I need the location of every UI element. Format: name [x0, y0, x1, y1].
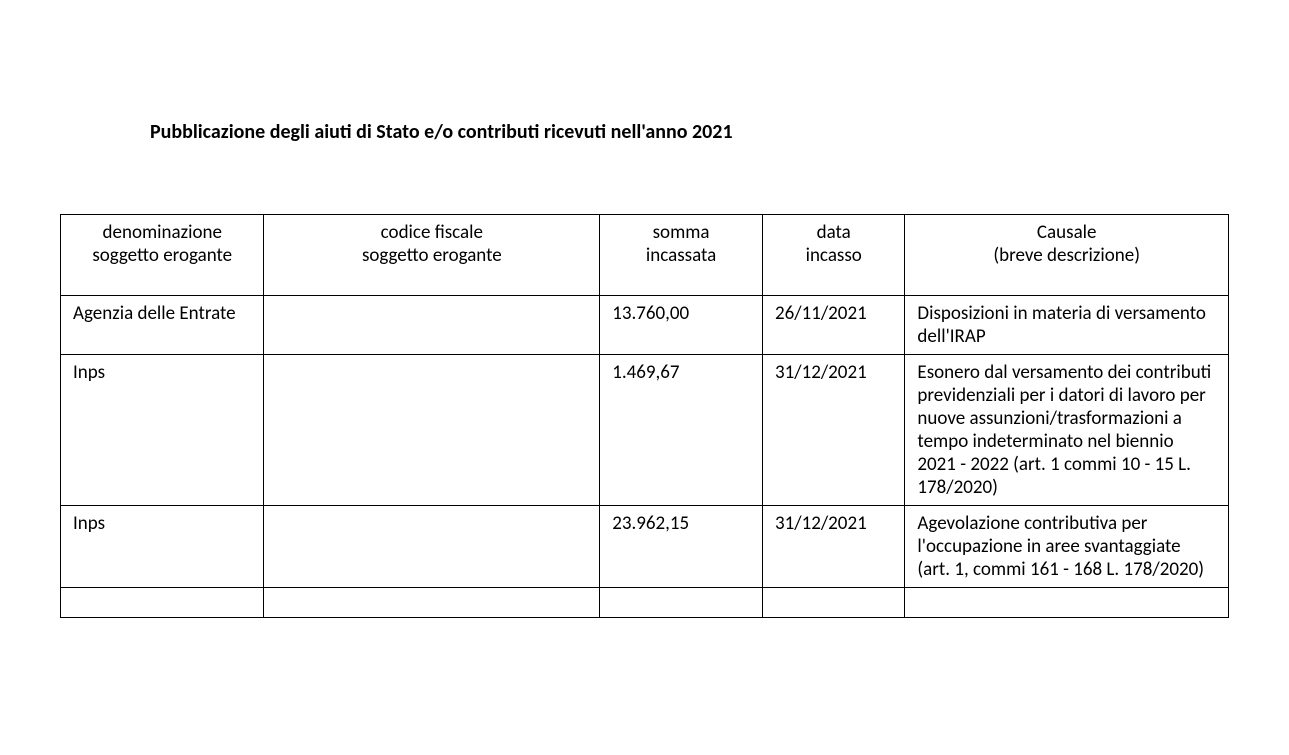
table-row: Inps 1.469,67 31/12/2021 Esonero dal ver…: [61, 355, 1229, 506]
cell-causale: Agevolazione contributiva per l'occupazi…: [905, 506, 1229, 588]
header-codice: codice fiscale soggetto erogante: [264, 215, 600, 296]
table-row: Agenzia delle Entrate 13.760,00 26/11/20…: [61, 296, 1229, 355]
header-line: somma: [612, 221, 750, 244]
cell-empty: [600, 588, 763, 618]
cell-data: 26/11/2021: [762, 296, 904, 355]
aiuti-table: denominazione soggetto erogante codice f…: [60, 214, 1229, 618]
cell-causale: Esonero dal versamento dei contributi pr…: [905, 355, 1229, 506]
header-line: incassata: [612, 244, 750, 267]
cell-codice: [264, 506, 600, 588]
header-line: (breve descrizione): [917, 244, 1216, 267]
header-denominazione: denominazione soggetto erogante: [61, 215, 264, 296]
header-line: soggetto erogante: [276, 244, 587, 267]
cell-somma: 23.962,15: [600, 506, 763, 588]
header-somma: somma incassata: [600, 215, 763, 296]
cell-empty: [264, 588, 600, 618]
header-data: data incasso: [762, 215, 904, 296]
cell-somma: 13.760,00: [600, 296, 763, 355]
header-line: Causale: [917, 221, 1216, 244]
header-line: incasso: [775, 244, 892, 267]
cell-denominazione: Agenzia delle Entrate: [61, 296, 264, 355]
table-empty-row: [61, 588, 1229, 618]
cell-denominazione: Inps: [61, 355, 264, 506]
cell-data: 31/12/2021: [762, 355, 904, 506]
cell-denominazione: Inps: [61, 506, 264, 588]
header-line: data: [775, 221, 892, 244]
cell-causale: Disposizioni in materia di versamento de…: [905, 296, 1229, 355]
cell-codice: [264, 296, 600, 355]
cell-somma: 1.469,67: [600, 355, 763, 506]
cell-empty: [61, 588, 264, 618]
cell-empty: [905, 588, 1229, 618]
cell-data: 31/12/2021: [762, 506, 904, 588]
header-line: denominazione: [73, 221, 251, 244]
table-row: Inps 23.962,15 31/12/2021 Agevolazione c…: [61, 506, 1229, 588]
header-causale: Causale (breve descrizione): [905, 215, 1229, 296]
header-line: codice fiscale: [276, 221, 587, 244]
page-container: Pubblicazione degli aiuti di Stato e/o c…: [0, 0, 1289, 618]
document-title: Pubblicazione degli aiuti di Stato e/o c…: [150, 120, 1229, 144]
cell-empty: [762, 588, 904, 618]
table-header-row: denominazione soggetto erogante codice f…: [61, 215, 1229, 296]
header-line: soggetto erogante: [73, 244, 251, 267]
cell-codice: [264, 355, 600, 506]
